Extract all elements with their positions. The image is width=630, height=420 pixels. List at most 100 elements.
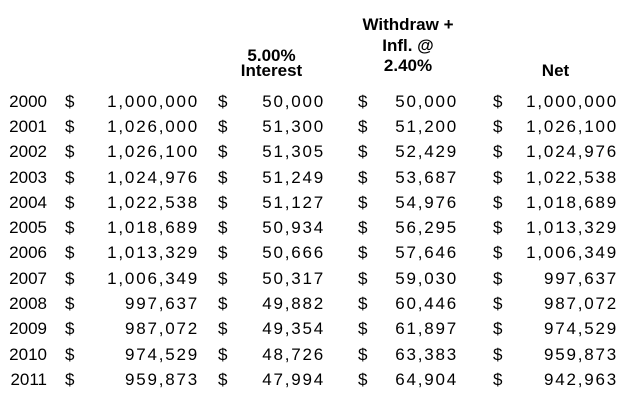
year-value: 2002 — [9, 142, 47, 162]
year-cell[interactable]: 2011 — [0, 370, 55, 390]
currency-symbol: $ — [218, 243, 228, 263]
balance-value: 1,006,349 — [107, 268, 199, 288]
currency-symbol: $ — [218, 192, 228, 212]
year-value: 2008 — [9, 294, 47, 314]
year-cell[interactable]: 2004 — [0, 193, 55, 213]
net-cell[interactable]: $ 1,000,000 — [473, 92, 630, 112]
withdraw-value: 50,000 — [395, 91, 458, 111]
withdraw-cell[interactable]: $ 52,429 — [338, 142, 473, 162]
currency-symbol: $ — [65, 167, 75, 187]
interest-cell[interactable]: $ 49,354 — [210, 319, 338, 339]
net-cell[interactable]: $ 974,529 — [473, 319, 630, 339]
header-net-label-cell[interactable]: Net — [473, 61, 630, 81]
net-value: 1,026,100 — [526, 116, 618, 136]
currency-symbol: $ — [358, 192, 368, 212]
interest-value: 47,994 — [262, 369, 325, 389]
net-cell[interactable]: $ 1,006,349 — [473, 243, 630, 263]
balance-cell[interactable]: $ 1,006,349 — [55, 269, 210, 289]
interest-cell[interactable]: $ 51,127 — [210, 193, 338, 213]
balance-cell[interactable]: $ 974,529 — [55, 345, 210, 365]
currency-symbol: $ — [358, 243, 368, 263]
net-value: 997,637 — [543, 268, 618, 288]
balance-cell[interactable]: $ 997,637 — [55, 294, 210, 314]
balance-cell[interactable]: $ 987,072 — [55, 319, 210, 339]
currency-symbol: $ — [493, 167, 503, 187]
year-cell[interactable]: 2003 — [0, 168, 55, 188]
balance-cell[interactable]: $ 1,026,100 — [55, 142, 210, 162]
year-cell[interactable]: 2007 — [0, 269, 55, 289]
header-withdraw-title-cell[interactable]: Withdraw + — [338, 15, 473, 35]
interest-value: 50,666 — [262, 243, 325, 263]
currency-symbol: $ — [493, 218, 503, 238]
currency-symbol: $ — [218, 218, 228, 238]
interest-cell[interactable]: $ 47,994 — [210, 370, 338, 390]
balance-cell[interactable]: $ 1,024,976 — [55, 168, 210, 188]
balance-cell[interactable]: $ 1,018,689 — [55, 218, 210, 238]
net-cell[interactable]: $ 959,873 — [473, 345, 630, 365]
currency-symbol: $ — [493, 369, 503, 389]
net-cell[interactable]: $ 942,963 — [473, 370, 630, 390]
currency-symbol: $ — [358, 142, 368, 162]
withdraw-cell[interactable]: $ 63,383 — [338, 345, 473, 365]
interest-cell[interactable]: $ 51,249 — [210, 168, 338, 188]
withdraw-cell[interactable]: $ 57,646 — [338, 243, 473, 263]
withdraw-cell[interactable]: $ 64,904 — [338, 370, 473, 390]
currency-symbol: $ — [493, 192, 503, 212]
year-cell[interactable]: 2009 — [0, 319, 55, 339]
balance-cell[interactable]: $ 1,026,000 — [55, 117, 210, 137]
balance-cell[interactable]: $ 1,000,000 — [55, 92, 210, 112]
interest-cell[interactable]: $ 50,934 — [210, 218, 338, 238]
table-row: 2000 $ 1,000,000 $ 50,000 $ 50,000 $ 1,0… — [0, 89, 630, 114]
withdraw-cell[interactable]: $ 59,030 — [338, 269, 473, 289]
data-rows: 2000 $ 1,000,000 $ 50,000 $ 50,000 $ 1,0… — [0, 89, 630, 393]
net-cell[interactable]: $ 1,022,538 — [473, 168, 630, 188]
currency-symbol: $ — [358, 344, 368, 364]
currency-symbol: $ — [218, 91, 228, 111]
interest-cell[interactable]: $ 49,882 — [210, 294, 338, 314]
currency-symbol: $ — [65, 319, 75, 339]
interest-cell[interactable]: $ 51,300 — [210, 117, 338, 137]
net-cell[interactable]: $ 987,072 — [473, 294, 630, 314]
withdraw-cell[interactable]: $ 54,976 — [338, 193, 473, 213]
interest-cell[interactable]: $ 51,305 — [210, 142, 338, 162]
withdraw-cell[interactable]: $ 51,200 — [338, 117, 473, 137]
withdraw-cell[interactable]: $ 56,295 — [338, 218, 473, 238]
balance-value: 1,018,689 — [107, 218, 199, 238]
interest-value: 49,882 — [262, 294, 325, 314]
year-cell[interactable]: 2010 — [0, 345, 55, 365]
header-row-3: Interest Net — [0, 59, 630, 82]
withdraw-cell[interactable]: $ 61,897 — [338, 319, 473, 339]
net-cell[interactable]: $ 1,026,100 — [473, 117, 630, 137]
year-cell[interactable]: 2000 — [0, 92, 55, 112]
interest-value: 48,726 — [262, 344, 325, 364]
interest-cell[interactable]: $ 50,666 — [210, 243, 338, 263]
withdraw-cell[interactable]: $ 50,000 — [338, 92, 473, 112]
withdraw-cell[interactable]: $ 53,687 — [338, 168, 473, 188]
header-interest-rate-cell[interactable]: 5.00% — [210, 46, 338, 66]
year-value: 2003 — [9, 167, 47, 187]
balance-value: 959,873 — [124, 369, 199, 389]
balance-cell[interactable]: $ 1,013,329 — [55, 243, 210, 263]
balance-cell[interactable]: $ 1,022,538 — [55, 193, 210, 213]
year-cell[interactable]: 2002 — [0, 142, 55, 162]
year-cell[interactable]: 2008 — [0, 294, 55, 314]
table-row: 2009 $ 987,072 $ 49,354 $ 61,897 $ 974,5… — [0, 317, 630, 342]
table-row: 2005 $ 1,018,689 $ 50,934 $ 56,295 $ 1,0… — [0, 215, 630, 240]
net-cell[interactable]: $ 1,013,329 — [473, 218, 630, 238]
net-cell[interactable]: $ 997,637 — [473, 269, 630, 289]
withdraw-cell[interactable]: $ 60,446 — [338, 294, 473, 314]
header-interest-label-cell[interactable]: Interest — [210, 61, 338, 81]
year-cell[interactable]: 2005 — [0, 218, 55, 238]
currency-symbol: $ — [65, 268, 75, 288]
year-value: 2011 — [10, 369, 47, 389]
interest-cell[interactable]: $ 50,000 — [210, 92, 338, 112]
balance-cell[interactable]: $ 959,873 — [55, 370, 210, 390]
interest-cell[interactable]: $ 48,726 — [210, 345, 338, 365]
net-cell[interactable]: $ 1,024,976 — [473, 142, 630, 162]
header-inflation-rate-cell[interactable]: Infl. @ 2.40% — [338, 36, 473, 76]
interest-cell[interactable]: $ 50,317 — [210, 269, 338, 289]
year-cell[interactable]: 2006 — [0, 243, 55, 263]
year-cell[interactable]: 2001 — [0, 117, 55, 137]
net-cell[interactable]: $ 1,018,689 — [473, 193, 630, 213]
